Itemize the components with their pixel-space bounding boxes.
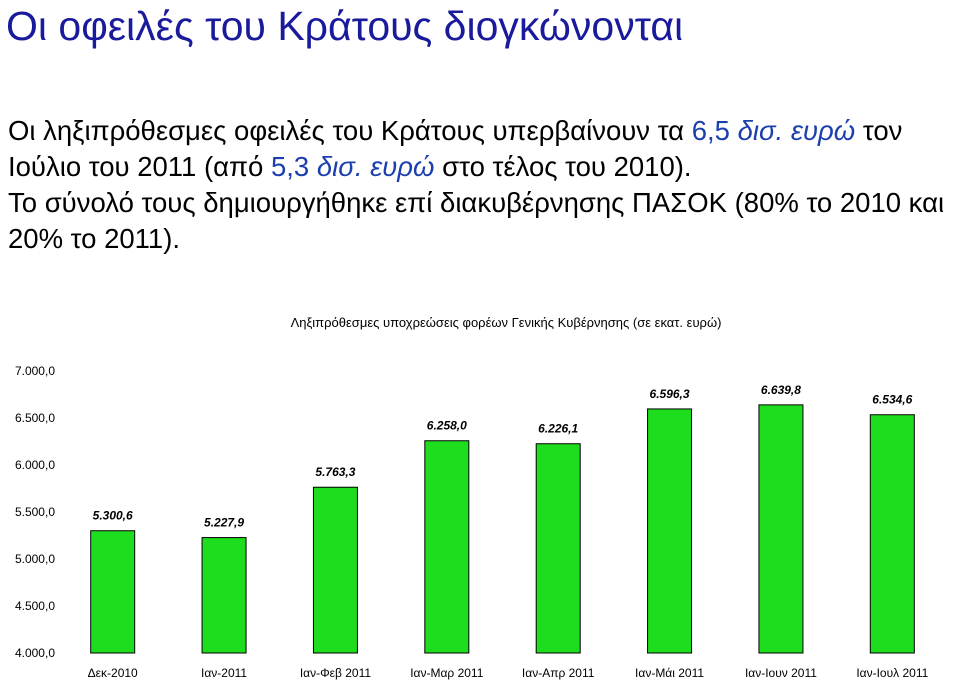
x-tick-label: Ιαν-Απρ 2011	[522, 666, 595, 680]
highlight-unit: δισ. ευρώ	[729, 115, 856, 146]
y-tick-label: 7.000,0	[15, 364, 55, 378]
data-label: 6.596,3	[650, 387, 690, 401]
x-tick-label: Ιαν-Φεβ 2011	[300, 666, 372, 680]
bar	[758, 404, 804, 654]
data-label: 6.226,1	[538, 422, 578, 436]
body-line-3: Το σύνολό τους δημιουργήθηκε επί διακυβέ…	[8, 187, 945, 218]
bar	[535, 443, 581, 654]
x-tick-label: Ιαν-2011	[201, 666, 247, 680]
highlight-amount: 6,5	[691, 115, 730, 146]
y-tick-label: 6.000,0	[15, 458, 55, 472]
x-tick-label: Δεκ-2010	[88, 666, 138, 680]
body-text-segment: στο τέλος του 2010).	[434, 151, 692, 182]
bar	[201, 537, 247, 654]
chart-title: Ληξιπρόθεσμες υποχρεώσεις φορέων Γενικής…	[291, 315, 722, 330]
body-text-segment: τον	[855, 115, 903, 146]
plot-area: 4.000,0 4.500,0 5.000,0 5.500,0 6.000,0 6.500…	[15, 364, 929, 680]
slide-title: Οι οφειλές του Κράτους διογκώνονται	[6, 3, 684, 49]
bar	[869, 414, 915, 654]
y-tick-label: 5.000,0	[15, 552, 55, 566]
data-label: 6.258,0	[427, 419, 467, 433]
x-tick-label: Ιαν-Μαρ 2011	[410, 666, 483, 680]
bar-chart: Ληξιπρόθεσμες υποχρεώσεις φορέων Γενικής…	[15, 315, 929, 680]
data-label: 6.534,6	[872, 393, 912, 407]
body-line-2: Ιούλιο του 2011 (από 5,3 δισ. ευρώ στο τ…	[8, 149, 960, 185]
bar	[312, 486, 358, 654]
slide-body: Οι ληξιπρόθεσμες οφειλές του Κράτους υπε…	[8, 113, 960, 257]
body-text-segment: Οι ληξιπρόθεσμες οφειλές του Κράτους υπε…	[8, 115, 692, 146]
bar	[647, 408, 693, 654]
x-tick-label: Ιαν-Ιουν 2011	[745, 666, 817, 680]
y-tick-label: 5.500,0	[15, 505, 55, 519]
body-line-4: 20% το 2011).	[8, 223, 181, 254]
y-tick-label: 4.000,0	[15, 646, 55, 660]
x-tick-label: Ιαν-Μάι 2011	[635, 666, 704, 680]
highlight-amount: 5,3	[270, 151, 310, 182]
y-tick-label: 4.500,0	[15, 599, 55, 613]
data-label: 6.639,8	[761, 383, 801, 397]
highlight-unit: δισ. ευρώ	[309, 151, 435, 182]
bar	[90, 530, 136, 654]
data-label: 5.300,6	[93, 509, 133, 523]
x-tick-label: Ιαν-Ιουλ 2011	[856, 666, 928, 680]
y-tick-label: 6.500,0	[15, 411, 55, 425]
body-line-1: Οι ληξιπρόθεσμες οφειλές του Κράτους υπε…	[8, 113, 960, 149]
bar	[424, 440, 470, 654]
data-label: 5.227,9	[204, 516, 244, 530]
body-text-segment: Ιούλιο του 2011 (από	[8, 151, 271, 182]
data-label: 5.763,3	[315, 465, 355, 479]
